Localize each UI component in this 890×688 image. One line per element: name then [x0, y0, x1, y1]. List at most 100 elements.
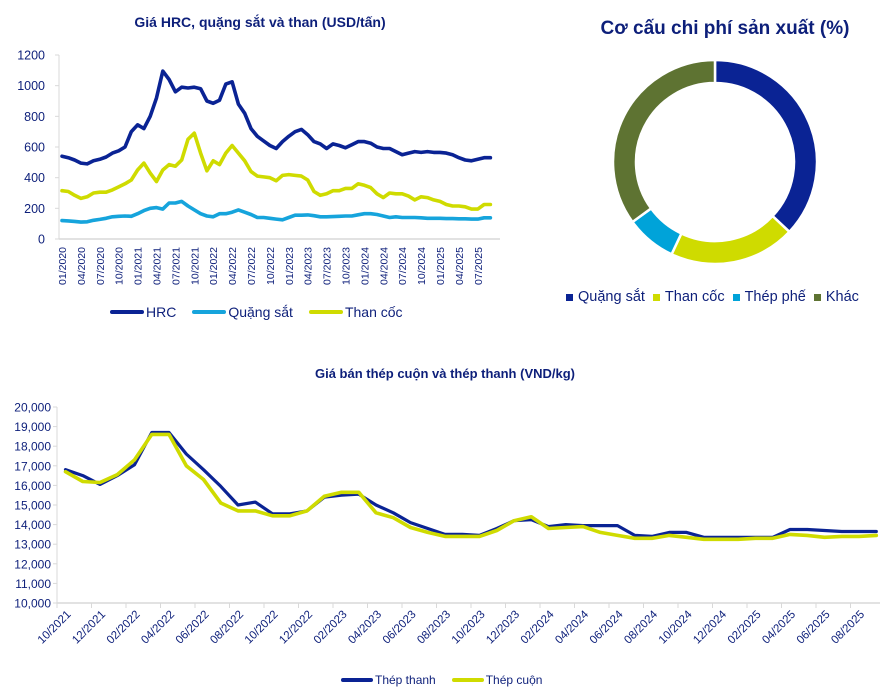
- x-tick-label: 08/2023: [415, 609, 453, 647]
- legend-item-coil: Thép cuộn: [451, 673, 543, 687]
- x-tick-label: 04/2024: [553, 608, 591, 646]
- legend-label: Khác: [825, 289, 859, 305]
- x-tick-label: 10/2024: [657, 608, 695, 646]
- donut-slice-coke: [669, 214, 792, 266]
- steel-price-chart: 10,000 11,000 12,000 13,000 14,000 15,000 16,0…: [14, 401, 880, 647]
- y-tick-label: 10,000: [14, 597, 51, 611]
- x-tick-label: 01/2023: [284, 247, 296, 285]
- x-tick-label: 04/2023: [303, 247, 315, 285]
- y-tick-label: 800: [24, 110, 45, 124]
- series-line-iron-ore: [60, 199, 493, 224]
- hrc-chart-legend: HRC Quặng sắt Than cốc: [110, 304, 419, 320]
- y-tick-label: 19,000: [14, 420, 51, 434]
- legend-swatch-hrc: [110, 310, 144, 314]
- x-tick-label: 07/2023: [322, 247, 334, 285]
- x-tick-label: 02/2025: [726, 609, 764, 647]
- legend-swatch-scrap: [732, 293, 740, 301]
- x-tick-label: 04/2021: [152, 247, 164, 285]
- legend-item-other: Khác: [813, 289, 859, 305]
- donut-slice-other: [611, 58, 717, 224]
- legend-swatch-coke: [652, 293, 660, 301]
- steel-price-chart-title: Giá bán thép cuộn và thép thanh (VND/kg): [314, 366, 575, 381]
- y-tick-label: 1200: [17, 49, 45, 63]
- x-tick-label: 07/2024: [397, 247, 409, 285]
- cost-structure-chart-title: Cơ cấu chi phí sản xuất (%): [600, 18, 850, 39]
- legend-label: Thép thanh: [375, 673, 436, 687]
- y-tick-label: 12,000: [14, 557, 51, 571]
- y-tick-label: 13,000: [14, 538, 51, 552]
- x-tick-label: 10/2022: [265, 247, 277, 285]
- legend-swatch-other: [813, 293, 821, 301]
- x-tick-label: 10/2021: [36, 609, 74, 647]
- x-tick-label: 12/2024: [691, 608, 729, 646]
- legend-label: Than cốc: [344, 304, 403, 320]
- x-tick-label: 04/2024: [378, 247, 390, 285]
- legend-item-iron-ore: Quặng sắt: [566, 289, 645, 305]
- y-tick-label: 17,000: [14, 459, 51, 473]
- x-tick-label: 01/2022: [208, 247, 220, 285]
- x-tick-label: 02/2022: [105, 609, 143, 647]
- x-tick-label: 08/2022: [208, 609, 246, 647]
- legend-swatch-coil: [451, 678, 484, 682]
- legend-item-coke: Than cốc: [652, 289, 725, 305]
- y-tick-label: 20,000: [14, 401, 51, 415]
- legend-label: Thép phế: [744, 289, 806, 305]
- x-tick-label: 06/2022: [174, 609, 212, 647]
- y-tick-label: 1000: [17, 79, 45, 93]
- x-tick-label: 08/2025: [829, 609, 867, 647]
- x-tick-label: 01/2024: [359, 247, 371, 285]
- y-tick-label: 600: [24, 141, 45, 155]
- x-tick-label: 07/2021: [170, 247, 182, 285]
- x-tick-label: 04/2023: [346, 609, 384, 647]
- x-tick-label: 06/2024: [588, 608, 626, 646]
- legend-swatch-iron-ore: [192, 310, 227, 314]
- x-tick-label: 04/2020: [76, 247, 88, 285]
- y-tick-label: 400: [24, 171, 45, 185]
- y-tick-label: 18,000: [14, 440, 51, 454]
- x-tick-label: 10/2022: [243, 609, 281, 647]
- x-tick-label: 08/2024: [622, 608, 660, 646]
- legend-item-iron-ore: Quặng sắt: [192, 304, 293, 320]
- y-tick-label: 15,000: [14, 499, 51, 513]
- legend-item-hrc: HRC: [110, 304, 176, 320]
- legend-item-rebar: Thép thanh: [341, 673, 436, 687]
- x-tick-label: 12/2021: [70, 609, 108, 647]
- x-tick-label: 10/2020: [114, 247, 126, 285]
- hrc-iron-coke-chart: 0 200 400 600 800 1000 1200 01/2020 04/2020 07/20…: [17, 49, 500, 285]
- x-tick-label: 01/2021: [133, 247, 145, 285]
- x-tick-label: 01/2025: [435, 247, 447, 285]
- donut-slice-iron-ore: [713, 58, 819, 234]
- legend-item-coke: Than cốc: [308, 304, 403, 320]
- legend-swatch-rebar: [341, 678, 373, 682]
- series-line-rebar: [63, 430, 878, 539]
- series-line-hrc: [60, 69, 493, 166]
- x-tick-label: 07/2020: [95, 247, 107, 285]
- series-line-coke: [60, 131, 493, 211]
- legend-label: Thép cuộn: [485, 673, 543, 687]
- cost-structure-donut: [611, 58, 819, 266]
- legend-label: Than cốc: [664, 289, 725, 305]
- x-tick-label: 07/2025: [473, 247, 485, 285]
- y-tick-label: 14,000: [14, 518, 51, 532]
- x-tick-label: 10/2021: [189, 247, 201, 285]
- hrc-chart-title: Giá HRC, quặng sắt và than (USD/tấn): [134, 14, 386, 30]
- legend-item-scrap: Thép phế: [732, 289, 806, 305]
- x-tick-label: 04/2025: [760, 609, 798, 647]
- donut-legend: Quặng sắt Than cốc Thép phế Khác: [566, 289, 867, 305]
- x-tick-label: 04/2022: [227, 247, 239, 285]
- x-tick-label: 12/2022: [277, 609, 315, 647]
- steel-price-legend: Thép thanh Thép cuộn: [341, 673, 558, 687]
- legend-swatch-iron-ore: [566, 293, 573, 301]
- x-tick-label: 02/2024: [519, 608, 557, 646]
- x-tick-label: 02/2023: [312, 609, 350, 647]
- x-tick-label: 06/2025: [795, 609, 833, 647]
- y-tick-label: 16,000: [14, 479, 51, 493]
- x-tick-label: 01/2020: [57, 247, 69, 285]
- legend-swatch-coke: [308, 310, 343, 314]
- x-tick-label: 10/2024: [416, 247, 428, 285]
- x-tick-label: 12/2023: [484, 609, 522, 647]
- y-tick-label: 0: [38, 233, 45, 247]
- y-tick-label: 11,000: [15, 577, 51, 591]
- x-tick-label: 06/2023: [381, 609, 419, 647]
